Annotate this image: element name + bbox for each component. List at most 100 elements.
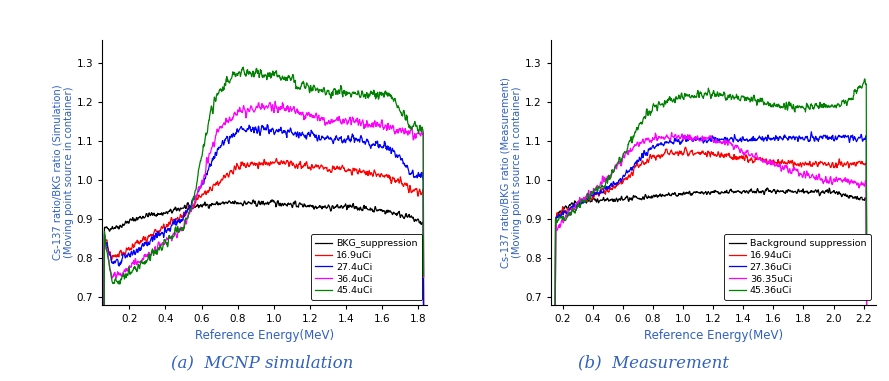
45.36uCi (786, 104, 797, 109)
36.4uCi (118, 270, 129, 274)
16.94uCi (749, 160, 759, 164)
16.9uCi (341, 168, 352, 173)
16.9uCi (293, 162, 304, 167)
27.4uCi (341, 136, 352, 141)
Background suppression (819, 190, 829, 195)
27.36uCi (861, 279, 872, 283)
16.9uCi (418, 313, 428, 317)
27.36uCi (569, 203, 580, 208)
36.4uCi (418, 275, 428, 280)
Text: (b)  Measurement: (b) Measurement (578, 355, 729, 371)
36.4uCi (374, 123, 385, 127)
16.94uCi (787, 160, 797, 165)
27.36uCi (819, 133, 829, 138)
Line: 16.9uCi: 16.9uCi (104, 158, 423, 347)
36.35uCi (787, 171, 797, 176)
36.4uCi (302, 112, 313, 117)
Line: 36.35uCi: 36.35uCi (556, 133, 867, 332)
16.94uCi (731, 155, 741, 159)
Background suppression (550, 334, 561, 339)
27.36uCi (739, 138, 749, 143)
BKG_suppression (374, 207, 385, 212)
Background suppression (569, 200, 580, 205)
45.4uCi (99, 341, 109, 346)
45.36uCi (860, 77, 870, 81)
16.9uCi (302, 166, 313, 171)
27.4uCi (118, 251, 129, 256)
Line: 45.36uCi: 45.36uCi (556, 79, 867, 337)
16.94uCi (680, 145, 691, 149)
Background suppression (749, 189, 759, 194)
Line: 45.4uCi: 45.4uCi (104, 67, 423, 343)
Y-axis label: Cs-137 ratio/BKG ratio (Simulation)
(Moving point source in container): Cs-137 ratio/BKG ratio (Simulation) (Mov… (52, 85, 74, 260)
BKG_suppression (118, 223, 129, 227)
27.36uCi (731, 138, 741, 142)
45.4uCi (284, 76, 295, 80)
Line: 27.36uCi: 27.36uCi (556, 132, 867, 337)
16.9uCi (118, 251, 129, 255)
45.4uCi (418, 274, 428, 279)
BKG_suppression (302, 203, 313, 208)
Legend: Background suppression, 16.94uCi, 27.36uCi, 36.35uCi, 45.36uCi: Background suppression, 16.94uCi, 27.36u… (725, 234, 871, 300)
45.36uCi (818, 105, 829, 110)
27.4uCi (418, 309, 428, 313)
36.4uCi (270, 99, 281, 104)
45.4uCi (238, 65, 249, 69)
27.4uCi (99, 344, 109, 349)
Background suppression (787, 189, 797, 194)
36.35uCi (731, 145, 741, 150)
16.9uCi (374, 174, 385, 178)
36.4uCi (341, 119, 352, 124)
45.4uCi (341, 90, 352, 94)
16.9uCi (271, 156, 282, 161)
Line: 16.94uCi: 16.94uCi (556, 147, 867, 333)
36.35uCi (569, 208, 580, 212)
Line: 36.4uCi: 36.4uCi (104, 101, 423, 346)
Legend: BKG_suppression, 16.9uCi, 27.4uCi, 36.4uCi, 45.4uCi: BKG_suppression, 16.9uCi, 27.4uCi, 36.4u… (311, 234, 422, 300)
Line: BKG_suppression: BKG_suppression (104, 200, 423, 342)
36.35uCi (667, 130, 677, 135)
36.35uCi (740, 152, 750, 157)
36.4uCi (293, 111, 304, 115)
16.94uCi (569, 203, 580, 207)
Background suppression (739, 188, 749, 193)
36.35uCi (749, 155, 759, 159)
BKG_suppression (284, 202, 295, 206)
45.36uCi (861, 242, 872, 247)
Background suppression (861, 322, 872, 326)
27.4uCi (302, 132, 313, 137)
X-axis label: Reference Energy(MeV): Reference Energy(MeV) (196, 330, 334, 343)
45.36uCi (731, 96, 741, 100)
27.4uCi (374, 144, 385, 149)
27.36uCi (786, 136, 797, 141)
16.94uCi (550, 331, 561, 336)
16.9uCi (99, 345, 109, 350)
X-axis label: Reference Energy(MeV): Reference Energy(MeV) (644, 330, 782, 343)
45.36uCi (569, 210, 580, 214)
Background suppression (731, 190, 741, 195)
Y-axis label: Cs-137 ratio/BKG ratio (Measurement)
(Moving point source in container): Cs-137 ratio/BKG ratio (Measurement) (Mo… (501, 77, 522, 268)
36.4uCi (99, 343, 109, 348)
16.94uCi (819, 162, 829, 166)
36.35uCi (819, 179, 829, 184)
45.4uCi (293, 86, 304, 91)
Background suppression (762, 186, 773, 190)
BKG_suppression (99, 340, 109, 344)
45.36uCi (739, 94, 749, 99)
27.4uCi (293, 135, 304, 139)
36.4uCi (284, 106, 295, 111)
45.4uCi (374, 90, 385, 94)
36.35uCi (550, 330, 561, 335)
Line: 27.4uCi: 27.4uCi (104, 125, 423, 346)
27.4uCi (284, 128, 295, 132)
BKG_suppression (293, 205, 304, 210)
45.4uCi (302, 83, 313, 88)
27.4uCi (262, 122, 273, 127)
16.94uCi (740, 158, 750, 163)
27.36uCi (749, 138, 759, 143)
BKG_suppression (341, 207, 352, 212)
16.94uCi (861, 296, 872, 301)
36.35uCi (861, 310, 872, 314)
BKG_suppression (418, 337, 428, 341)
16.9uCi (284, 160, 295, 165)
